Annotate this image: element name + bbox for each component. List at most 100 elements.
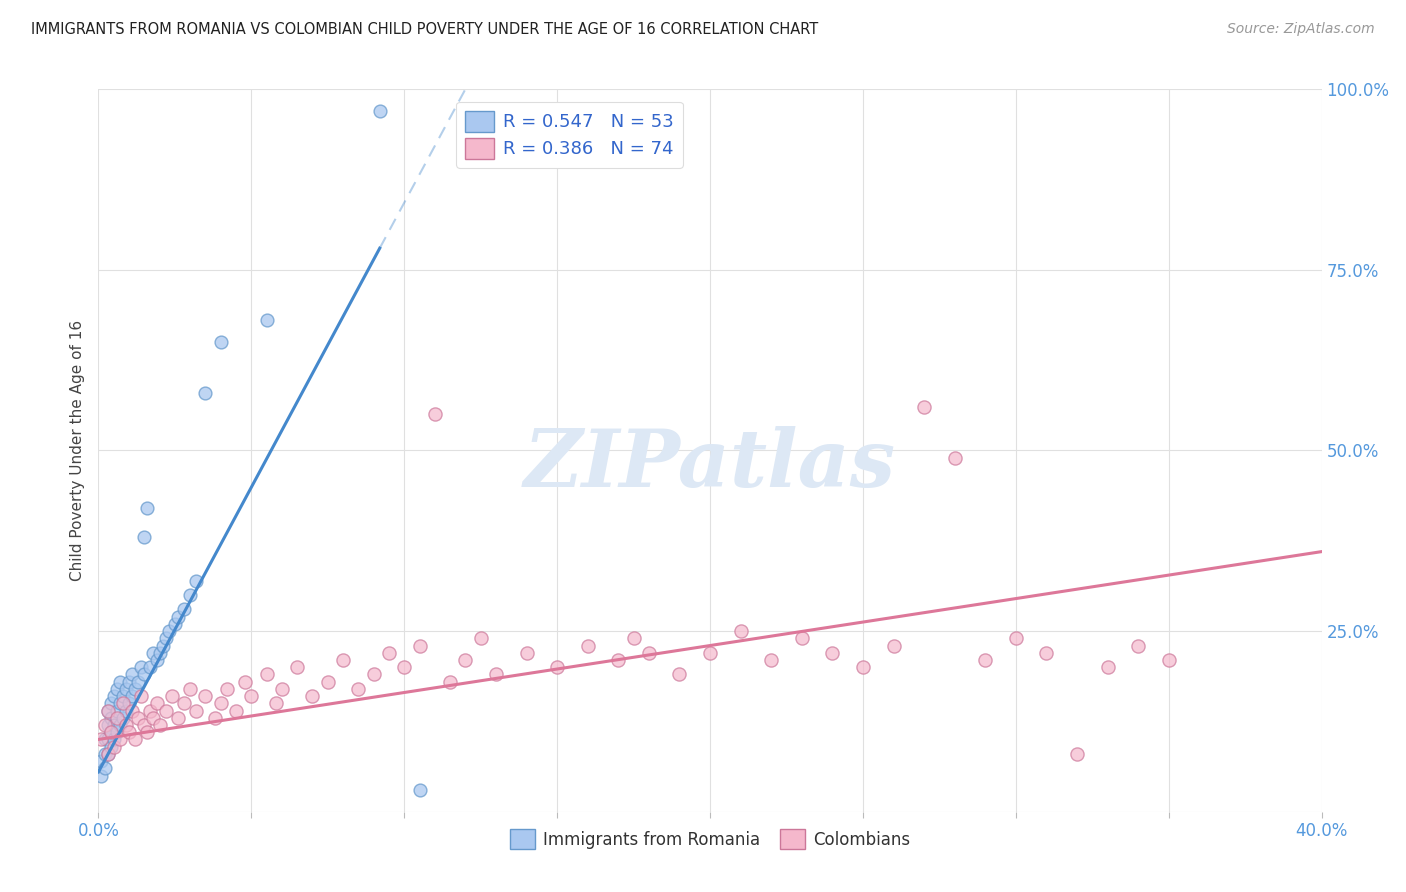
Point [97, 747, 120, 761]
Point [883, 639, 905, 653]
Point [186, 574, 208, 588]
Point [97, 747, 120, 761]
Point [167, 609, 190, 624]
Point [179, 588, 201, 602]
Point [124, 732, 146, 747]
Point [485, 667, 508, 681]
Point [103, 732, 125, 747]
Point [912, 400, 935, 414]
Point [124, 681, 146, 696]
Point [194, 385, 217, 400]
Point [129, 660, 152, 674]
Point [215, 681, 238, 696]
Point [623, 632, 645, 646]
Point [139, 704, 162, 718]
Point [607, 653, 630, 667]
Point [167, 711, 190, 725]
Point [163, 616, 186, 631]
Point [408, 639, 430, 653]
Point [240, 689, 263, 703]
Point [90, 769, 112, 783]
Point [121, 704, 143, 718]
Point [264, 696, 287, 710]
Point [152, 639, 174, 653]
Point [134, 667, 156, 681]
Point [821, 646, 844, 660]
Point [209, 334, 232, 349]
Point [186, 704, 208, 718]
Point [160, 689, 183, 703]
Point [157, 624, 180, 639]
Point [368, 103, 391, 118]
Point [1097, 660, 1119, 674]
Point [1157, 653, 1180, 667]
Point [97, 704, 120, 718]
Point [118, 725, 141, 739]
Point [1066, 747, 1088, 761]
Point [136, 725, 159, 739]
Point [97, 732, 120, 747]
Point [439, 674, 461, 689]
Point [105, 711, 128, 725]
Point [943, 450, 966, 465]
Point [347, 681, 370, 696]
Point [103, 689, 125, 703]
Point [129, 689, 152, 703]
Point [115, 681, 138, 696]
Point [108, 674, 131, 689]
Text: ZIPatlas: ZIPatlas [524, 426, 896, 504]
Point [225, 704, 247, 718]
Point [852, 660, 875, 674]
Point [100, 696, 122, 710]
Point [90, 732, 112, 747]
Point [149, 718, 172, 732]
Point [127, 711, 149, 725]
Point [145, 696, 167, 710]
Point [105, 725, 128, 739]
Point [93, 718, 115, 732]
Point [149, 646, 172, 660]
Point [134, 718, 156, 732]
Point [378, 646, 401, 660]
Point [576, 639, 599, 653]
Point [1035, 646, 1057, 660]
Point [108, 718, 131, 732]
Point [142, 711, 165, 725]
Point [103, 718, 125, 732]
Point [256, 313, 278, 327]
Point [108, 732, 131, 747]
Point [1004, 632, 1026, 646]
Point [759, 653, 782, 667]
Point [108, 696, 131, 710]
Point [118, 674, 141, 689]
Point [363, 667, 385, 681]
Point [256, 667, 278, 681]
Point [392, 660, 416, 674]
Point [194, 689, 217, 703]
Point [121, 667, 143, 681]
Point [668, 667, 690, 681]
Point [100, 725, 122, 739]
Point [97, 704, 120, 718]
Point [179, 681, 201, 696]
Point [127, 674, 149, 689]
Point [301, 689, 323, 703]
Point [285, 660, 308, 674]
Point [408, 783, 430, 797]
Point [115, 704, 138, 718]
Point [637, 646, 661, 660]
Point [142, 646, 165, 660]
Legend: Immigrants from Romania, Colombians: Immigrants from Romania, Colombians [503, 822, 917, 855]
Point [97, 718, 120, 732]
Point [111, 689, 134, 703]
Text: IMMIGRANTS FROM ROMANIA VS COLOMBIAN CHILD POVERTY UNDER THE AGE OF 16 CORRELATI: IMMIGRANTS FROM ROMANIA VS COLOMBIAN CHI… [31, 22, 818, 37]
Point [136, 501, 159, 516]
Point [134, 530, 156, 544]
Point [139, 660, 162, 674]
Point [90, 754, 112, 768]
Point [93, 761, 115, 775]
Point [100, 739, 122, 754]
Point [105, 704, 128, 718]
Point [111, 711, 134, 725]
Point [100, 725, 122, 739]
